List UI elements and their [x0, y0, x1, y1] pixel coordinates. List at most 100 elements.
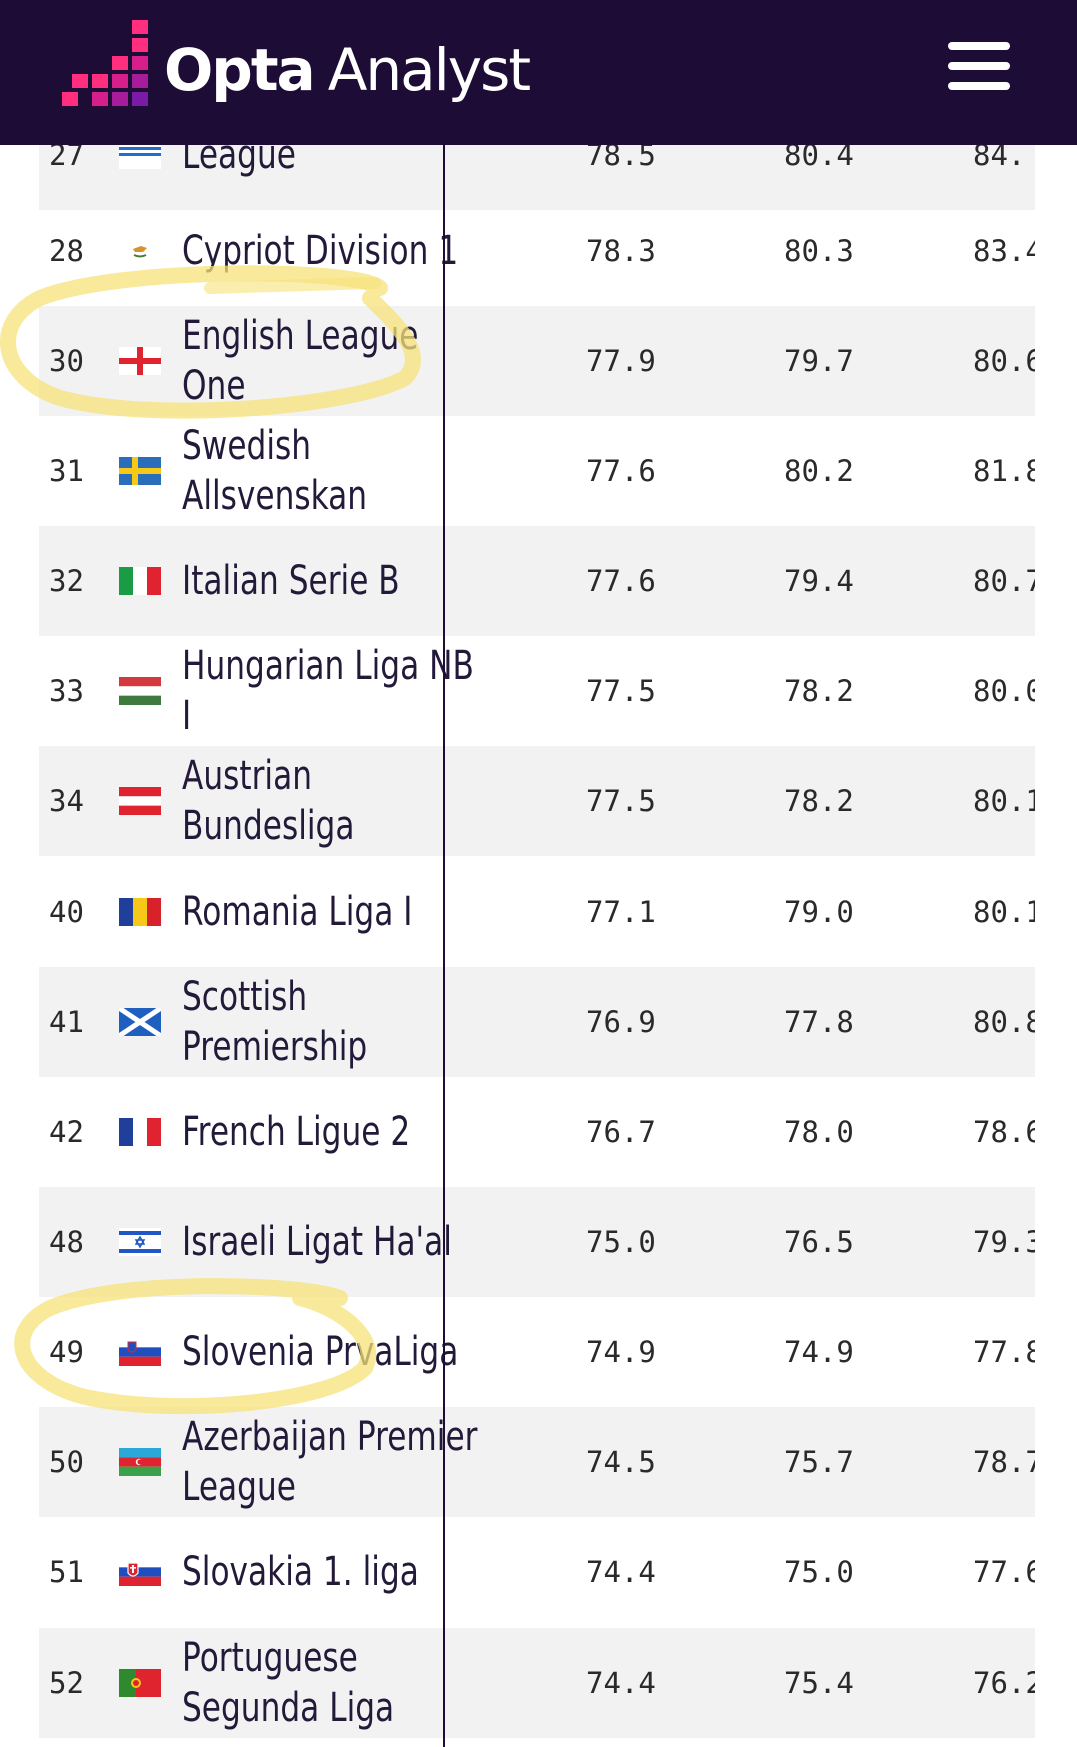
portugal-flag-icon	[119, 1628, 161, 1738]
rank-cell: 40	[49, 895, 84, 929]
rating-value-v1: 76.7	[586, 1115, 656, 1149]
rank-cell: 42	[49, 1115, 84, 1149]
league-name: English League One	[182, 313, 419, 409]
rating-value-v2: 79.4	[784, 564, 854, 598]
rank-cell: 49	[49, 1335, 84, 1369]
table-row: 49 Slovenia PrvaLiga 74.9 74.9 77.8	[39, 1297, 1043, 1407]
rating-value-v3: 76.2	[973, 1666, 1043, 1700]
brand-name-bold: Opta	[164, 36, 316, 104]
hungary-flag-icon	[119, 636, 161, 746]
rating-value-v1: 78.3	[586, 234, 656, 268]
cyprus-flag-icon	[119, 196, 161, 306]
slovakia-flag-icon	[119, 1517, 161, 1627]
league-name-cell: English League One	[182, 306, 486, 416]
league-name: Israeli Ligat Ha'al	[182, 1219, 452, 1265]
rating-value-v3: 78.7	[973, 1445, 1043, 1479]
table-row: 52 Portuguese Segunda Liga 74.4 75.4 76.2	[39, 1628, 1043, 1738]
slovenia-flag-icon	[119, 1297, 161, 1407]
league-name: Slovakia 1. liga	[182, 1549, 419, 1595]
rating-value-v1: 74.9	[586, 1335, 656, 1369]
league-name: Hungarian Liga NB I	[182, 643, 474, 739]
league-name-cell: Austrian Bundesliga	[182, 746, 486, 856]
azerbaijan-flag-icon	[119, 1407, 161, 1517]
romania-flag-icon	[119, 857, 161, 967]
rating-value-v1: 77.6	[586, 564, 656, 598]
league-name-cell: Portuguese Segunda Liga	[182, 1628, 486, 1738]
rating-value-v2: 80.2	[784, 454, 854, 488]
rating-value-v2: 75.4	[784, 1666, 854, 1700]
league-name-cell: French Ligue 2	[182, 1077, 486, 1187]
rating-value-v2: 79.0	[784, 895, 854, 929]
france-flag-icon	[119, 1077, 161, 1187]
opta-logo-icon[interactable]	[62, 20, 152, 108]
rank-cell: 28	[49, 234, 84, 268]
table-row: 42 French Ligue 2 76.7 78.0 78.6	[39, 1077, 1043, 1187]
rating-value-v1: 77.5	[586, 674, 656, 708]
rating-value-v2: 78.2	[784, 674, 854, 708]
rating-value-v1: 77.9	[586, 344, 656, 378]
rating-value-v2: 79.7	[784, 344, 854, 378]
rank-cell: 52	[49, 1666, 84, 1700]
table-row: 34 Austrian Bundesliga 77.5 78.2 80.1	[39, 746, 1043, 856]
rank-cell: 48	[49, 1225, 84, 1259]
brand-name-light: Analyst	[327, 36, 531, 104]
rating-value-v3: 78.6	[973, 1115, 1043, 1149]
site-brand[interactable]: Opta Analyst	[164, 30, 531, 110]
rank-cell: 51	[49, 1555, 84, 1589]
league-name-cell: Slovakia 1. liga	[182, 1517, 486, 1627]
rating-value-v3: 80.1	[973, 784, 1043, 818]
table-row: 41 Scottish Premiership 76.9 77.8 80.8	[39, 967, 1043, 1077]
league-name-cell: Israeli Ligat Ha'al	[182, 1187, 486, 1297]
table-row: 28 Cypriot Division 1 78.3 80.3 83.4	[39, 196, 1043, 306]
table-row: 51 Slovakia 1. liga 74.4 75.0 77.6	[39, 1517, 1043, 1627]
table-row: 31 Swedish Allsvenskan 77.6 80.2 81.8	[39, 416, 1043, 526]
league-name: Swedish Allsvenskan	[182, 423, 368, 519]
rating-value-v2: 75.0	[784, 1555, 854, 1589]
league-name: Scottish Premiership	[182, 974, 368, 1070]
league-name: Slovenia PrvaLiga	[182, 1329, 459, 1375]
league-name-cell: Swedish Allsvenskan	[182, 416, 486, 526]
israel-flag-icon	[119, 1187, 161, 1297]
league-name: Romania Liga I	[182, 889, 413, 935]
rating-value-v3: 77.6	[973, 1555, 1043, 1589]
rating-value-v3: 77.8	[973, 1335, 1043, 1369]
table-left-edge	[0, 145, 18, 1747]
league-name: French Ligue 2	[182, 1109, 411, 1155]
rating-value-v1: 77.1	[586, 895, 656, 929]
rating-value-v1: 74.4	[586, 1555, 656, 1589]
rank-cell: 50	[49, 1445, 84, 1479]
rank-cell: 33	[49, 674, 84, 708]
rating-value-v3: 83.4	[973, 234, 1043, 268]
austria-flag-icon	[119, 746, 161, 856]
rating-value-v3: 79.3	[973, 1225, 1043, 1259]
rank-cell: 41	[49, 1005, 84, 1039]
league-name: Portuguese Segunda Liga	[182, 1635, 395, 1731]
rating-value-v2: 80.3	[784, 234, 854, 268]
rating-value-v2: 77.8	[784, 1005, 854, 1039]
rating-value-v2: 76.5	[784, 1225, 854, 1259]
sweden-flag-icon	[119, 416, 161, 526]
rank-cell: 30	[49, 344, 84, 378]
rank-cell: 31	[49, 454, 84, 488]
table-row: 40 Romania Liga I 77.1 79.0 80.1	[39, 857, 1043, 967]
rating-value-v1: 77.6	[586, 454, 656, 488]
england-flag-icon	[119, 306, 161, 416]
rating-value-v2: 78.0	[784, 1115, 854, 1149]
league-name-cell: Hungarian Liga NB I	[182, 636, 486, 746]
rating-value-v3: 80.7	[973, 564, 1043, 598]
league-name-cell: Azerbaijan Premier League	[182, 1407, 486, 1517]
rating-value-v3: 81.8	[973, 454, 1043, 488]
table-row: 32 Italian Serie B 77.6 79.4 80.7	[39, 526, 1043, 636]
rating-value-v3: 80.6	[973, 344, 1043, 378]
league-name-cell: Cypriot Division 1	[182, 196, 486, 306]
table-row: 48 Israeli Ligat Ha'al 75.0 76.5 79.3	[39, 1187, 1043, 1297]
table-row: 50 Azerbaijan Premier League 74.5 75.7 78.7	[39, 1407, 1043, 1517]
league-name-cell: Slovenia PrvaLiga	[182, 1297, 486, 1407]
league-name: Azerbaijan Premier League	[182, 1414, 478, 1510]
italy-flag-icon	[119, 526, 161, 636]
rating-value-v1: 75.0	[586, 1225, 656, 1259]
hamburger-menu-icon[interactable]	[948, 42, 1010, 90]
rating-value-v3: 80.8	[973, 1005, 1043, 1039]
rating-value-v3: 80.0	[973, 674, 1043, 708]
table-row: 33 Hungarian Liga NB I 77.5 78.2 80.0	[39, 636, 1043, 746]
